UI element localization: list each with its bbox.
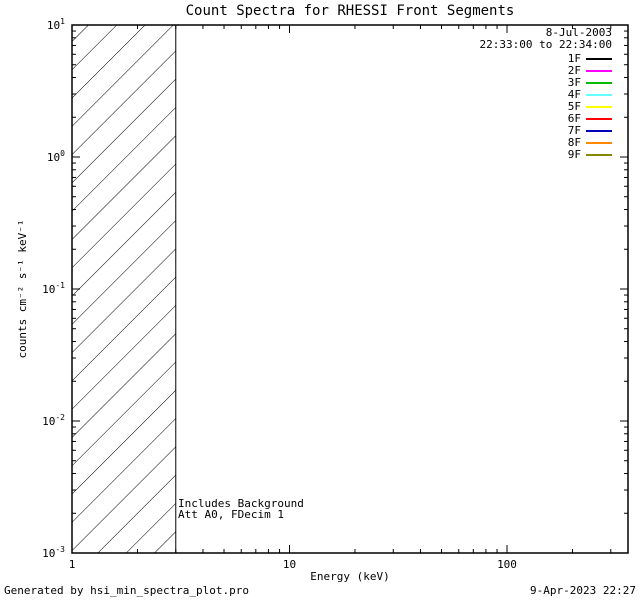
- y-axis-label: counts cm⁻² s⁻¹ keV⁻¹: [16, 219, 29, 359]
- x-tick-label: 10: [283, 558, 296, 571]
- legend-entry-label: 6F: [567, 112, 581, 125]
- y-tick-label: 100: [47, 149, 65, 164]
- chart-title: Count Spectra for RHESSI Front Segments: [185, 3, 515, 19]
- y-tick-label: 10-3: [42, 545, 65, 560]
- legend-entry-label: 2F: [567, 64, 581, 77]
- footer-generator-text: Generated by hsi_min_spectra_plot.pro: [4, 584, 250, 597]
- legend-entry: 5F: [480, 101, 612, 113]
- legend-entry-label: 8F: [567, 136, 581, 149]
- footer-timestamp: 9-Apr-2023 22:27: [530, 584, 636, 597]
- legend-entry-color-line: [586, 58, 612, 60]
- plot-annotations: Includes Background Att A0, FDecim 1: [178, 498, 304, 520]
- legend-entry-color-line: [586, 82, 612, 84]
- legend-entry-color-line: [586, 106, 612, 108]
- y-tick-label: 10-1: [42, 281, 65, 296]
- legend-entry-label: 1F: [567, 52, 581, 65]
- y-tick-label: 101: [47, 17, 65, 32]
- legend-time-range: 22:33:00 to 22:34:00: [479, 38, 612, 51]
- legend-entry: 6F: [480, 113, 612, 125]
- y-tick-label: 10-2: [42, 413, 65, 428]
- legend-entry: 7F: [480, 125, 612, 137]
- legend-entry-label: 9F: [567, 148, 581, 161]
- annotation-includes-background: Includes Background: [178, 497, 304, 510]
- axis-ticks: [71, 24, 628, 554]
- legend-entry: 3F: [480, 77, 612, 89]
- legend-entry: 1F: [480, 53, 612, 65]
- legend-entry: 8F: [480, 137, 612, 149]
- hatch-region: [72, 25, 176, 553]
- legend-entry-color-line: [586, 142, 612, 144]
- legend-entry-color-line: [586, 154, 612, 156]
- x-axis-label: Energy (keV): [310, 570, 390, 583]
- annotation-attenuator-state: Att A0, FDecim 1: [178, 508, 284, 521]
- x-tick-label: 100: [497, 558, 517, 571]
- legend-entries: 1F 2F 3F 4F 5F 6F 7F 8F 9F: [480, 53, 612, 161]
- x-tick-label: 1: [69, 558, 76, 571]
- legend-entry-color-line: [586, 130, 612, 132]
- legend-entry: 2F: [480, 65, 612, 77]
- legend: 8-Jul-2003 22:33:00 to 22:34:00 1F 2F 3F 4F…: [480, 27, 612, 161]
- legend-entry-label: 3F: [567, 76, 581, 89]
- legend-entry-label: 7F: [567, 124, 581, 137]
- legend-entry-color-line: [586, 70, 612, 72]
- legend-entry-label: 5F: [567, 100, 581, 113]
- legend-date: 8-Jul-2003: [545, 26, 612, 39]
- legend-entry-color-line: [586, 118, 612, 120]
- legend-entry: 4F: [480, 89, 612, 101]
- legend-entry-color-line: [586, 94, 612, 96]
- legend-entry: 9F: [480, 149, 612, 161]
- legend-entry-label: 4F: [567, 88, 581, 101]
